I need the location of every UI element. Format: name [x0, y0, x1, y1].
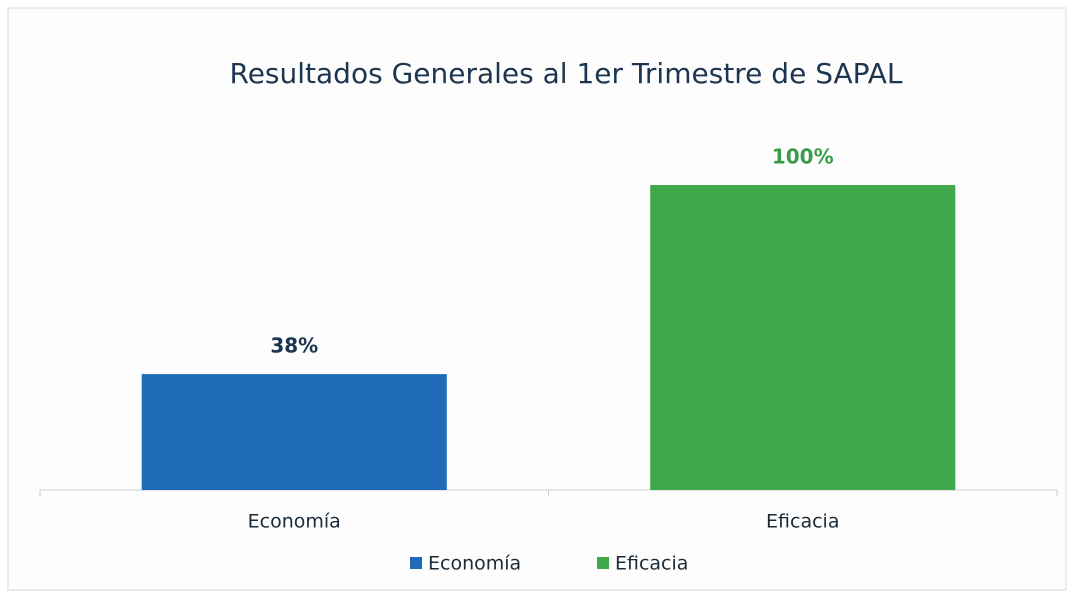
x-tick-label: Eficacia [766, 511, 839, 533]
x-tick-label: Economía [248, 511, 341, 533]
legend-label: Economía [428, 553, 521, 575]
legend-label: Eficacia [615, 553, 688, 575]
legend-swatch [597, 557, 609, 569]
bar [650, 185, 956, 490]
bar [141, 374, 447, 490]
value-label: 38% [270, 334, 318, 358]
chart-title: Resultados Generales al 1er Trimestre de… [230, 57, 903, 90]
value-label: 100% [772, 145, 834, 169]
legend-swatch [410, 557, 422, 569]
